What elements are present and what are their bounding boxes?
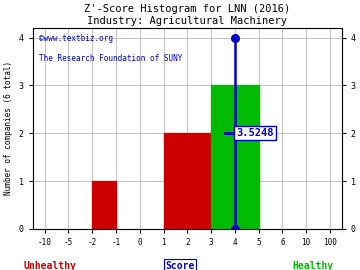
Text: The Research Foundation of SUNY: The Research Foundation of SUNY bbox=[39, 54, 182, 63]
Text: Score: Score bbox=[165, 261, 195, 270]
Text: 3.5248: 3.5248 bbox=[236, 128, 274, 138]
Text: Unhealthy: Unhealthy bbox=[24, 261, 77, 270]
Text: Healthy: Healthy bbox=[293, 261, 334, 270]
Text: ©www.textbiz.org: ©www.textbiz.org bbox=[39, 34, 113, 43]
Bar bbox=[211, 85, 258, 229]
Y-axis label: Number of companies (6 total): Number of companies (6 total) bbox=[4, 61, 13, 195]
Bar bbox=[92, 181, 116, 229]
Title: Z'-Score Histogram for LNN (2016)
Industry: Agricultural Machinery: Z'-Score Histogram for LNN (2016) Indust… bbox=[84, 4, 291, 26]
Bar bbox=[163, 133, 211, 229]
